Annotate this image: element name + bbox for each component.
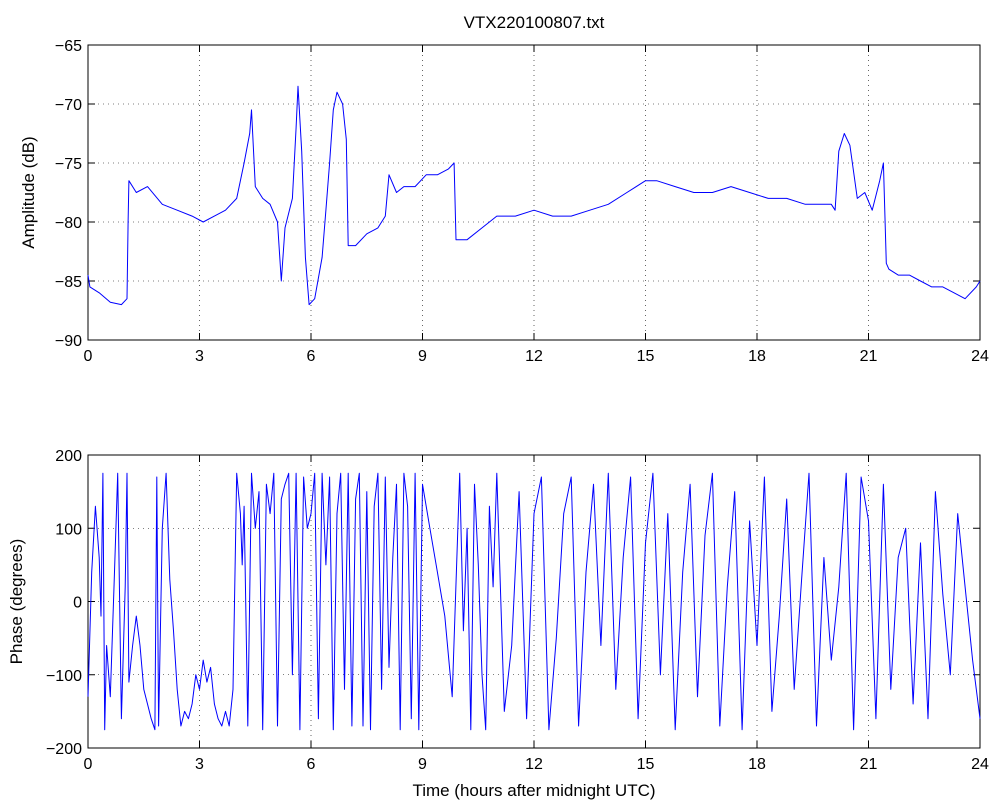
amplitude-y-tick-label: −80 — [55, 215, 82, 232]
phase-y-tick-label: −200 — [46, 741, 82, 758]
amplitude-x-tick-label: 15 — [637, 348, 655, 365]
chart-title: VTX220100807.txt — [464, 13, 605, 32]
phase-x-tick-label: 9 — [418, 756, 427, 773]
amplitude-panel: 0 3 6 9 12 15 18 21 24 −90 −85 −80 −75 −70 −65 VTX2201… — [19, 13, 989, 365]
phase-x-tick-label: 3 — [195, 756, 204, 773]
amplitude-x-tick-label: 0 — [84, 348, 93, 365]
amplitude-series-line — [87, 85, 981, 306]
amplitude-x-tick-label: 12 — [525, 348, 543, 365]
phase-x-tick-label: 12 — [525, 756, 543, 773]
phase-grid — [88, 455, 980, 748]
phase-y-tick-label: 200 — [55, 448, 82, 465]
phase-ticks: 0 3 6 9 12 15 18 21 24 −200 −100 0 100 200 — [46, 448, 989, 773]
amplitude-y-tick-label: −65 — [55, 38, 82, 55]
amplitude-ticks: 0 3 6 9 12 15 18 21 24 −90 −85 −80 −75 −70 −65 — [55, 38, 989, 365]
phase-x-tick-label: 15 — [637, 756, 655, 773]
phase-x-tick-label: 18 — [748, 756, 766, 773]
phase-x-tick-label: 0 — [84, 756, 93, 773]
amplitude-y-tick-label: −70 — [55, 97, 82, 114]
phase-y-tick-label: 0 — [73, 595, 82, 612]
phase-series-line — [87, 472, 981, 731]
amplitude-x-tick-label: 18 — [748, 348, 766, 365]
amplitude-x-tick-label: 6 — [307, 348, 316, 365]
amplitude-y-tick-label: −90 — [55, 333, 82, 350]
phase-y-tick-label: 100 — [55, 521, 82, 538]
amplitude-x-tick-label: 9 — [418, 348, 427, 365]
phase-panel: 0 3 6 9 12 15 18 21 24 −200 −100 0 100 200 Time (hour… — [7, 448, 989, 800]
amplitude-y-tick-label: −75 — [55, 156, 82, 173]
phase-y-axis-label: Phase (degrees) — [7, 539, 26, 665]
amplitude-y-tick-label: −85 — [55, 274, 82, 291]
amplitude-x-tick-label: 21 — [860, 348, 878, 365]
phase-x-tick-label: 6 — [307, 756, 316, 773]
phase-x-axis-label: Time (hours after midnight UTC) — [412, 781, 655, 800]
amplitude-y-axis-label: Amplitude (dB) — [19, 136, 38, 248]
phase-x-tick-label: 24 — [971, 756, 989, 773]
phase-y-tick-label: −100 — [46, 668, 82, 685]
amplitude-x-tick-label: 3 — [195, 348, 204, 365]
amplitude-grid — [88, 45, 980, 340]
amplitude-x-tick-label: 24 — [971, 348, 989, 365]
phase-x-tick-label: 21 — [860, 756, 878, 773]
